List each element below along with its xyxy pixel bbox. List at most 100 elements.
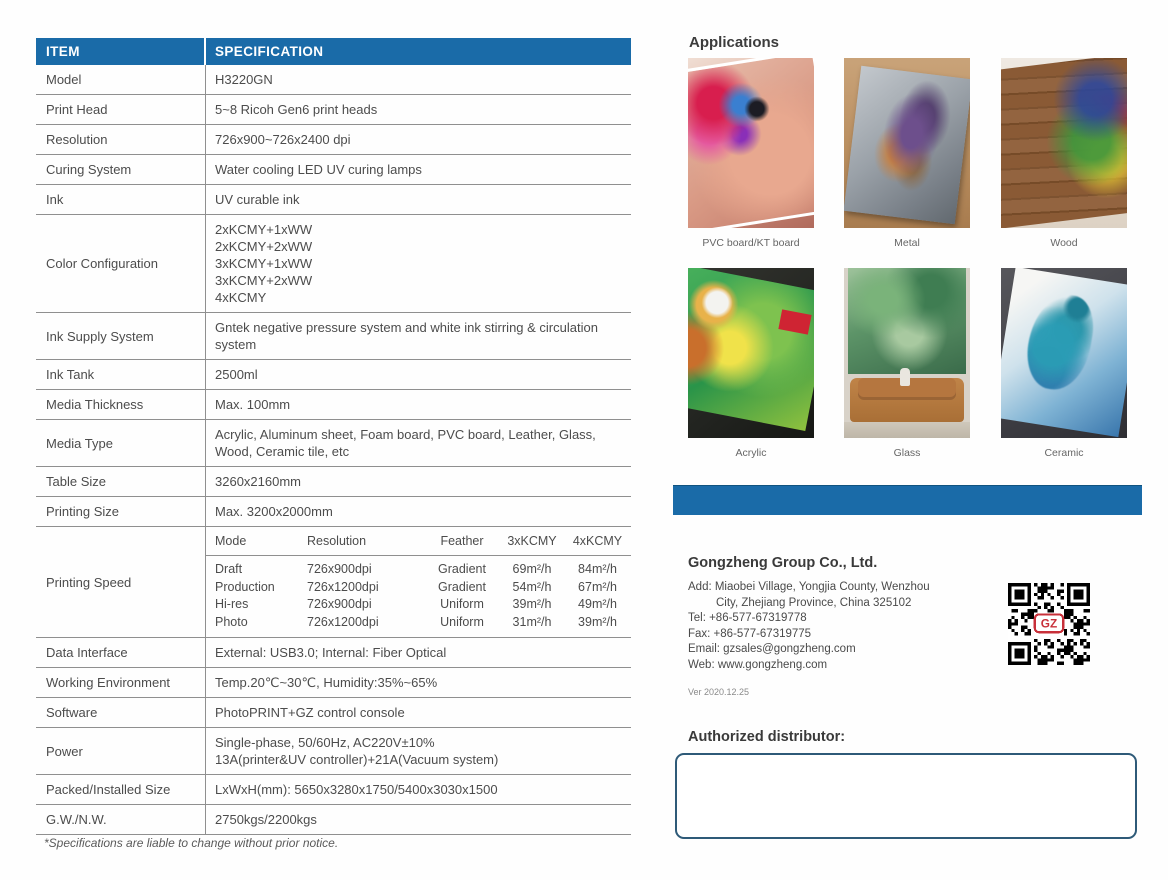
company-contact-line: Add: Miaobei Village, Yongjia County, We… <box>688 581 930 593</box>
qr-code-icon: GZ <box>1008 583 1090 665</box>
speed-col-header: 3xKCMY <box>507 534 557 548</box>
speed-cell: Hi-res <box>215 597 249 611</box>
application-item: Glass <box>829 268 985 459</box>
application-photo-metal <box>844 58 970 228</box>
spec-value: 726x900~726x2400 dpi <box>206 125 631 154</box>
speed-col-header: Feather <box>440 534 484 548</box>
spec-value-line: LxWxH(mm): 5650x3280x1750/5400x3030x1500 <box>215 782 498 797</box>
spec-value: Max. 3200x2000mm <box>206 497 631 526</box>
divider-bar <box>673 485 1142 515</box>
spec-value: 2500ml <box>206 360 631 389</box>
specification-table: ITEM SPECIFICATION Model H3220GN Print Hea… <box>36 38 631 835</box>
table-row: Packed/Installed Size LxWxH(mm): 5650x328… <box>36 775 631 805</box>
speed-cell: 39m²/h <box>578 614 617 629</box>
version-text: Ver 2020.12.25 <box>688 687 750 697</box>
company-contact-line: Fax: +86-577-67319775 <box>688 627 812 640</box>
speed-col-header: Mode <box>215 534 247 548</box>
spec-item-label: G.W./N.W. <box>36 805 206 834</box>
specifications-footnote: *Specifications are liable to change wit… <box>44 836 339 850</box>
table-row: Resolution 726x900~726x2400 dpi <box>36 125 631 155</box>
spec-value-line: Acrylic, Aluminum sheet, Foam board, PVC… <box>215 427 600 459</box>
table-row: Ink UV curable ink <box>36 185 631 215</box>
table-row: Curing System Water cooling LED UV curing… <box>36 155 631 185</box>
bottle-shape <box>900 368 910 386</box>
table-row: Power Single-phase, 50/60Hz, AC220V±10% 13… <box>36 728 631 775</box>
spec-value: 2xKCMY+1xWW 2xKCMY+2xWW 3xKCMY+1xWW 3xKCMY+… <box>206 215 631 312</box>
spec-value-line: PhotoPRINT+GZ control console <box>215 705 405 720</box>
application-item: Wood <box>986 58 1142 249</box>
right-column: Applications PVC board/KT board Metal Wood… <box>673 0 1142 880</box>
table-row: G.W./N.W. 2750kgs/2200kgs <box>36 805 631 835</box>
spec-value: Mode Resolution Feather 3xKCMY 4xKCMY Draft 72… <box>206 527 631 637</box>
application-label: Ceramic <box>1044 447 1084 459</box>
authorized-distributor-box <box>675 753 1137 839</box>
company-contact-lines: Add: Miaobei Village, Yongjia County, We… <box>688 580 1018 673</box>
speed-cell: 54m²/h <box>512 579 552 594</box>
spec-item-label: Packed/Installed Size <box>36 775 206 804</box>
spec-value: Max. 100mm <box>206 390 631 419</box>
authorized-distributor-label: Authorized distributor: <box>688 729 846 745</box>
spec-item-label: Color Configuration <box>36 215 206 312</box>
speed-cell: 39m²/h <box>512 597 552 611</box>
spec-item-label: Working Environment <box>36 668 206 697</box>
application-photo-glass <box>844 268 970 438</box>
spec-item-label: Ink <box>36 185 206 214</box>
spec-item-label: Curing System <box>36 155 206 184</box>
speed-cell: 49m²/h <box>578 597 617 611</box>
spec-value: PhotoPRINT+GZ control console <box>206 698 631 727</box>
table-row: Software PhotoPRINT+GZ control console <box>36 698 631 728</box>
spec-value: 2750kgs/2200kgs <box>206 805 631 834</box>
spec-value-line: 2xKCMY+2xWW <box>215 239 313 254</box>
table-row: Ink Tank 2500ml <box>36 360 631 390</box>
speed-cell: 31m²/h <box>512 614 552 629</box>
company-contact-line: City, Zhejiang Province, China 325102 <box>716 596 912 609</box>
speed-cell: 726x900dpi <box>307 597 372 611</box>
spec-value-line: 2750kgs/2200kgs <box>215 812 317 827</box>
table-row: Model H3220GN <box>36 65 631 95</box>
speed-cell: 726x1200dpi <box>307 614 379 629</box>
spec-value-line: 3260x2160mm <box>215 474 301 489</box>
speed-table-row: Hi-res 726x900dpi Uniform 39m²/h 49m²/h <box>215 596 631 614</box>
speed-table-header: Mode Resolution Feather 3xKCMY 4xKCMY <box>206 527 631 556</box>
table-row: Printing Speed Mode Resolution Feather 3xKCM… <box>36 527 631 638</box>
application-label: Acrylic <box>735 447 767 459</box>
spec-item-label: Power <box>36 728 206 774</box>
speed-cell: Gradient <box>438 562 486 576</box>
table-row: Table Size 3260x2160mm <box>36 467 631 497</box>
table-row: Print Head 5~8 Ricoh Gen6 print heads <box>36 95 631 125</box>
spec-value-line: Temp.20℃~30℃, Humidity:35%~65% <box>215 675 438 690</box>
table-row: Data Interface External: USB3.0; Internal… <box>36 638 631 668</box>
table-row: Working Environment Temp.20℃~30℃, Humidit… <box>36 668 631 698</box>
column-header-specification: SPECIFICATION <box>215 44 324 59</box>
speed-table-row: Draft 726x900dpi Gradient 69m²/h 84m²/h <box>215 561 631 579</box>
spec-item-label: Media Thickness <box>36 390 206 419</box>
spec-item-label: Printing Size <box>36 497 206 526</box>
table-row: Media Type Acrylic, Aluminum sheet, Foam … <box>36 420 631 467</box>
speed-col-header: 4xKCMY <box>572 534 623 548</box>
spec-value-line: 2xKCMY+1xWW <box>215 222 313 237</box>
company-contact-line: Tel: +86-577-67319778 <box>688 612 807 624</box>
speed-table-row: Photo 726x1200dpi Uniform 31m²/h 39m²/h <box>215 614 631 632</box>
spec-value-line: Single-phase, 50/60Hz, AC220V±10% <box>215 735 435 750</box>
application-label: Glass <box>893 447 921 459</box>
spec-item-label: Ink Tank <box>36 360 206 389</box>
spec-item-label: Ink Supply System <box>36 313 206 359</box>
company-contact-line: Email: gzsales@gongzheng.com <box>688 643 856 655</box>
spec-item-label: Table Size <box>36 467 206 496</box>
printed-board-shape <box>844 65 970 225</box>
speed-cell: Draft <box>215 562 243 576</box>
spec-value-line: Gntek negative pressure system and white… <box>215 320 602 352</box>
application-label: Wood <box>1050 237 1078 249</box>
spec-value-line: Water cooling LED UV curing lamps <box>215 162 422 177</box>
spec-item-label: Media Type <box>36 420 206 466</box>
speed-cell: Production <box>215 579 275 594</box>
spec-item-label: Software <box>36 698 206 727</box>
spec-item-label: Data Interface <box>36 638 206 667</box>
speed-cell: 726x900dpi <box>307 562 372 576</box>
application-item: Ceramic <box>986 268 1142 459</box>
application-item: PVC board/KT board <box>673 58 829 249</box>
company-name: Gongzheng Group Co., Ltd. <box>688 555 878 571</box>
spec-value-line: H3220GN <box>215 72 273 87</box>
company-contact-line: Web: www.gongzheng.com <box>688 658 828 671</box>
